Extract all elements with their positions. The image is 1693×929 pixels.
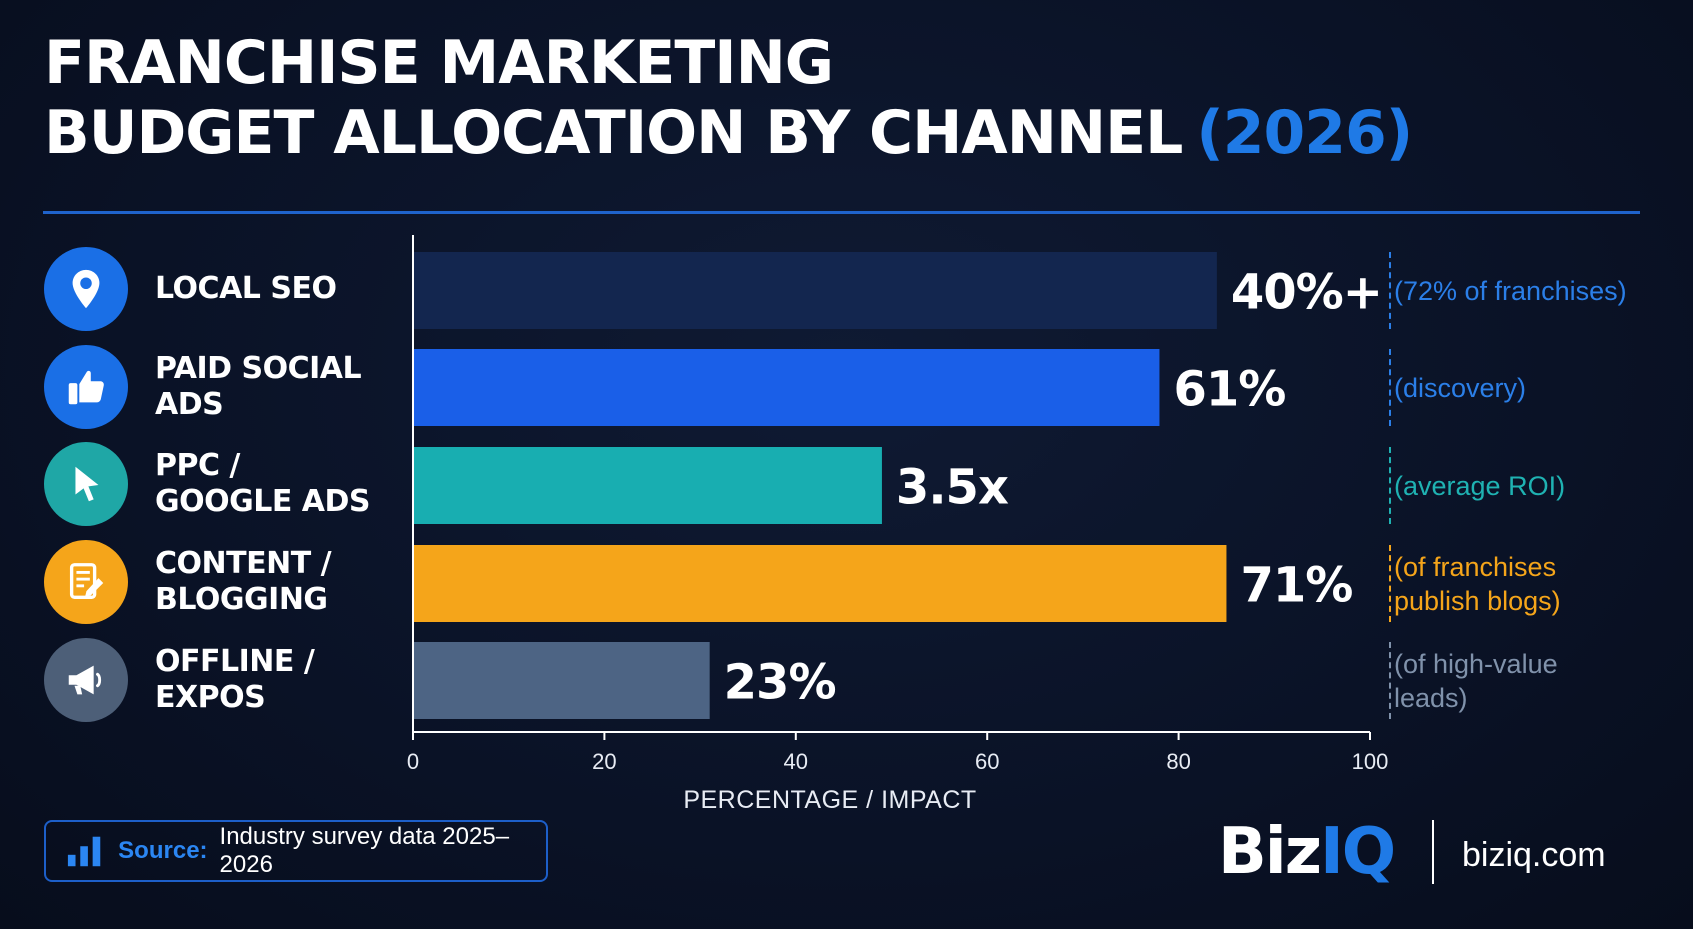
channel-content-blogging: CONTENT / BLOGGING	[44, 540, 414, 624]
x-tick-label-1: 20	[592, 749, 616, 774]
bars-layer	[414, 252, 1227, 719]
title-line-2: BUDGET ALLOCATION BY CHANNEL	[44, 98, 1183, 168]
x-tick-label-5: 100	[1352, 749, 1389, 774]
local-seo-icon-badge	[44, 247, 128, 331]
brand-url: biziq.com	[1462, 836, 1606, 874]
bar-value-label-0: 40%+	[1231, 265, 1382, 321]
bar-1	[414, 349, 1160, 426]
thumbs-up-icon	[68, 370, 104, 405]
channel-offline-expos: OFFLINE / EXPOS	[44, 638, 414, 722]
note-divider-3	[1389, 545, 1391, 622]
document-edit-icon	[69, 563, 104, 600]
note-divider-0	[1389, 252, 1391, 329]
bar-value-label-3: 71%	[1240, 558, 1352, 614]
note-divider-4	[1389, 642, 1391, 719]
channel-label-offline-expos: OFFLINE / EXPOS	[155, 644, 315, 715]
source-text: Industry survey data 2025–2026	[219, 823, 510, 878]
channel-label-content-blogging: CONTENT / BLOGGING	[155, 546, 332, 617]
bar-value-label-2: 3.5x	[896, 460, 1009, 516]
bar-value-label-1: 61%	[1173, 362, 1285, 418]
x-tick-label-0: 0	[407, 749, 419, 774]
page-title: FRANCHISE MARKETING BUDGET ALLOCATION BY…	[44, 28, 1413, 168]
x-axis-title: PERCENTAGE / IMPACT	[683, 786, 977, 814]
bar-2	[414, 447, 882, 524]
source-box: Source: Industry survey data 2025–2026	[44, 820, 548, 882]
bar-note-2: (average ROI)	[1394, 470, 1566, 501]
title-line-1: FRANCHISE MARKETING	[44, 28, 834, 98]
channel-label-ppc-google-ads: PPC / GOOGLE ADS	[155, 448, 371, 519]
channel-local-seo: LOCAL SEO	[44, 247, 414, 331]
source-label: Source:	[118, 837, 208, 864]
brand-divider	[1432, 820, 1434, 884]
bar-value-label-4: 23%	[724, 655, 836, 711]
bar-chart-icon	[67, 836, 101, 867]
bar-4	[414, 642, 710, 719]
paid-social-icon-badge	[44, 345, 128, 429]
note-divider-1	[1389, 349, 1391, 426]
brand-iq: IQ	[1319, 815, 1396, 889]
offline-icon-badge	[44, 638, 128, 722]
channel-paid-social-ads: PAID SOCIAL ADS	[44, 345, 414, 429]
x-tick-label-2: 40	[784, 749, 808, 774]
bar-note-0: (72% of franchises)	[1394, 275, 1627, 306]
title-year: (2026)	[1196, 98, 1413, 168]
bar-note-3: (of franchises publish blogs)	[1394, 551, 1561, 616]
bar-note-4: (of high-value leads)	[1394, 648, 1558, 713]
x-ticks-layer: 0 20 40 60 80 100	[407, 732, 1388, 774]
bar-note-1: (discovery)	[1394, 372, 1527, 403]
title-divider	[43, 211, 1640, 214]
location-pin-icon	[72, 269, 100, 309]
channel-label-paid-social-ads: PAID SOCIAL ADS	[155, 351, 362, 422]
channel-ppc-google-ads: PPC / GOOGLE ADS	[44, 442, 414, 526]
cursor-pointer-icon	[75, 466, 99, 502]
x-tick-label-4: 80	[1166, 749, 1190, 774]
brand-logo: Biz IQ	[1218, 812, 1396, 892]
x-tick-label-3: 60	[975, 749, 999, 774]
brand-biz: Biz	[1218, 815, 1322, 889]
bar-0	[414, 252, 1217, 329]
bar-3	[414, 545, 1227, 622]
data-labels-layer: 40%+ 61% 3.5x 71% 23%	[724, 265, 1383, 711]
channel-label-local-seo: LOCAL SEO	[155, 271, 337, 306]
ppc-icon-badge	[44, 442, 128, 526]
content-icon-badge	[44, 540, 128, 624]
note-divider-2	[1389, 447, 1391, 524]
megaphone-icon	[68, 665, 102, 695]
